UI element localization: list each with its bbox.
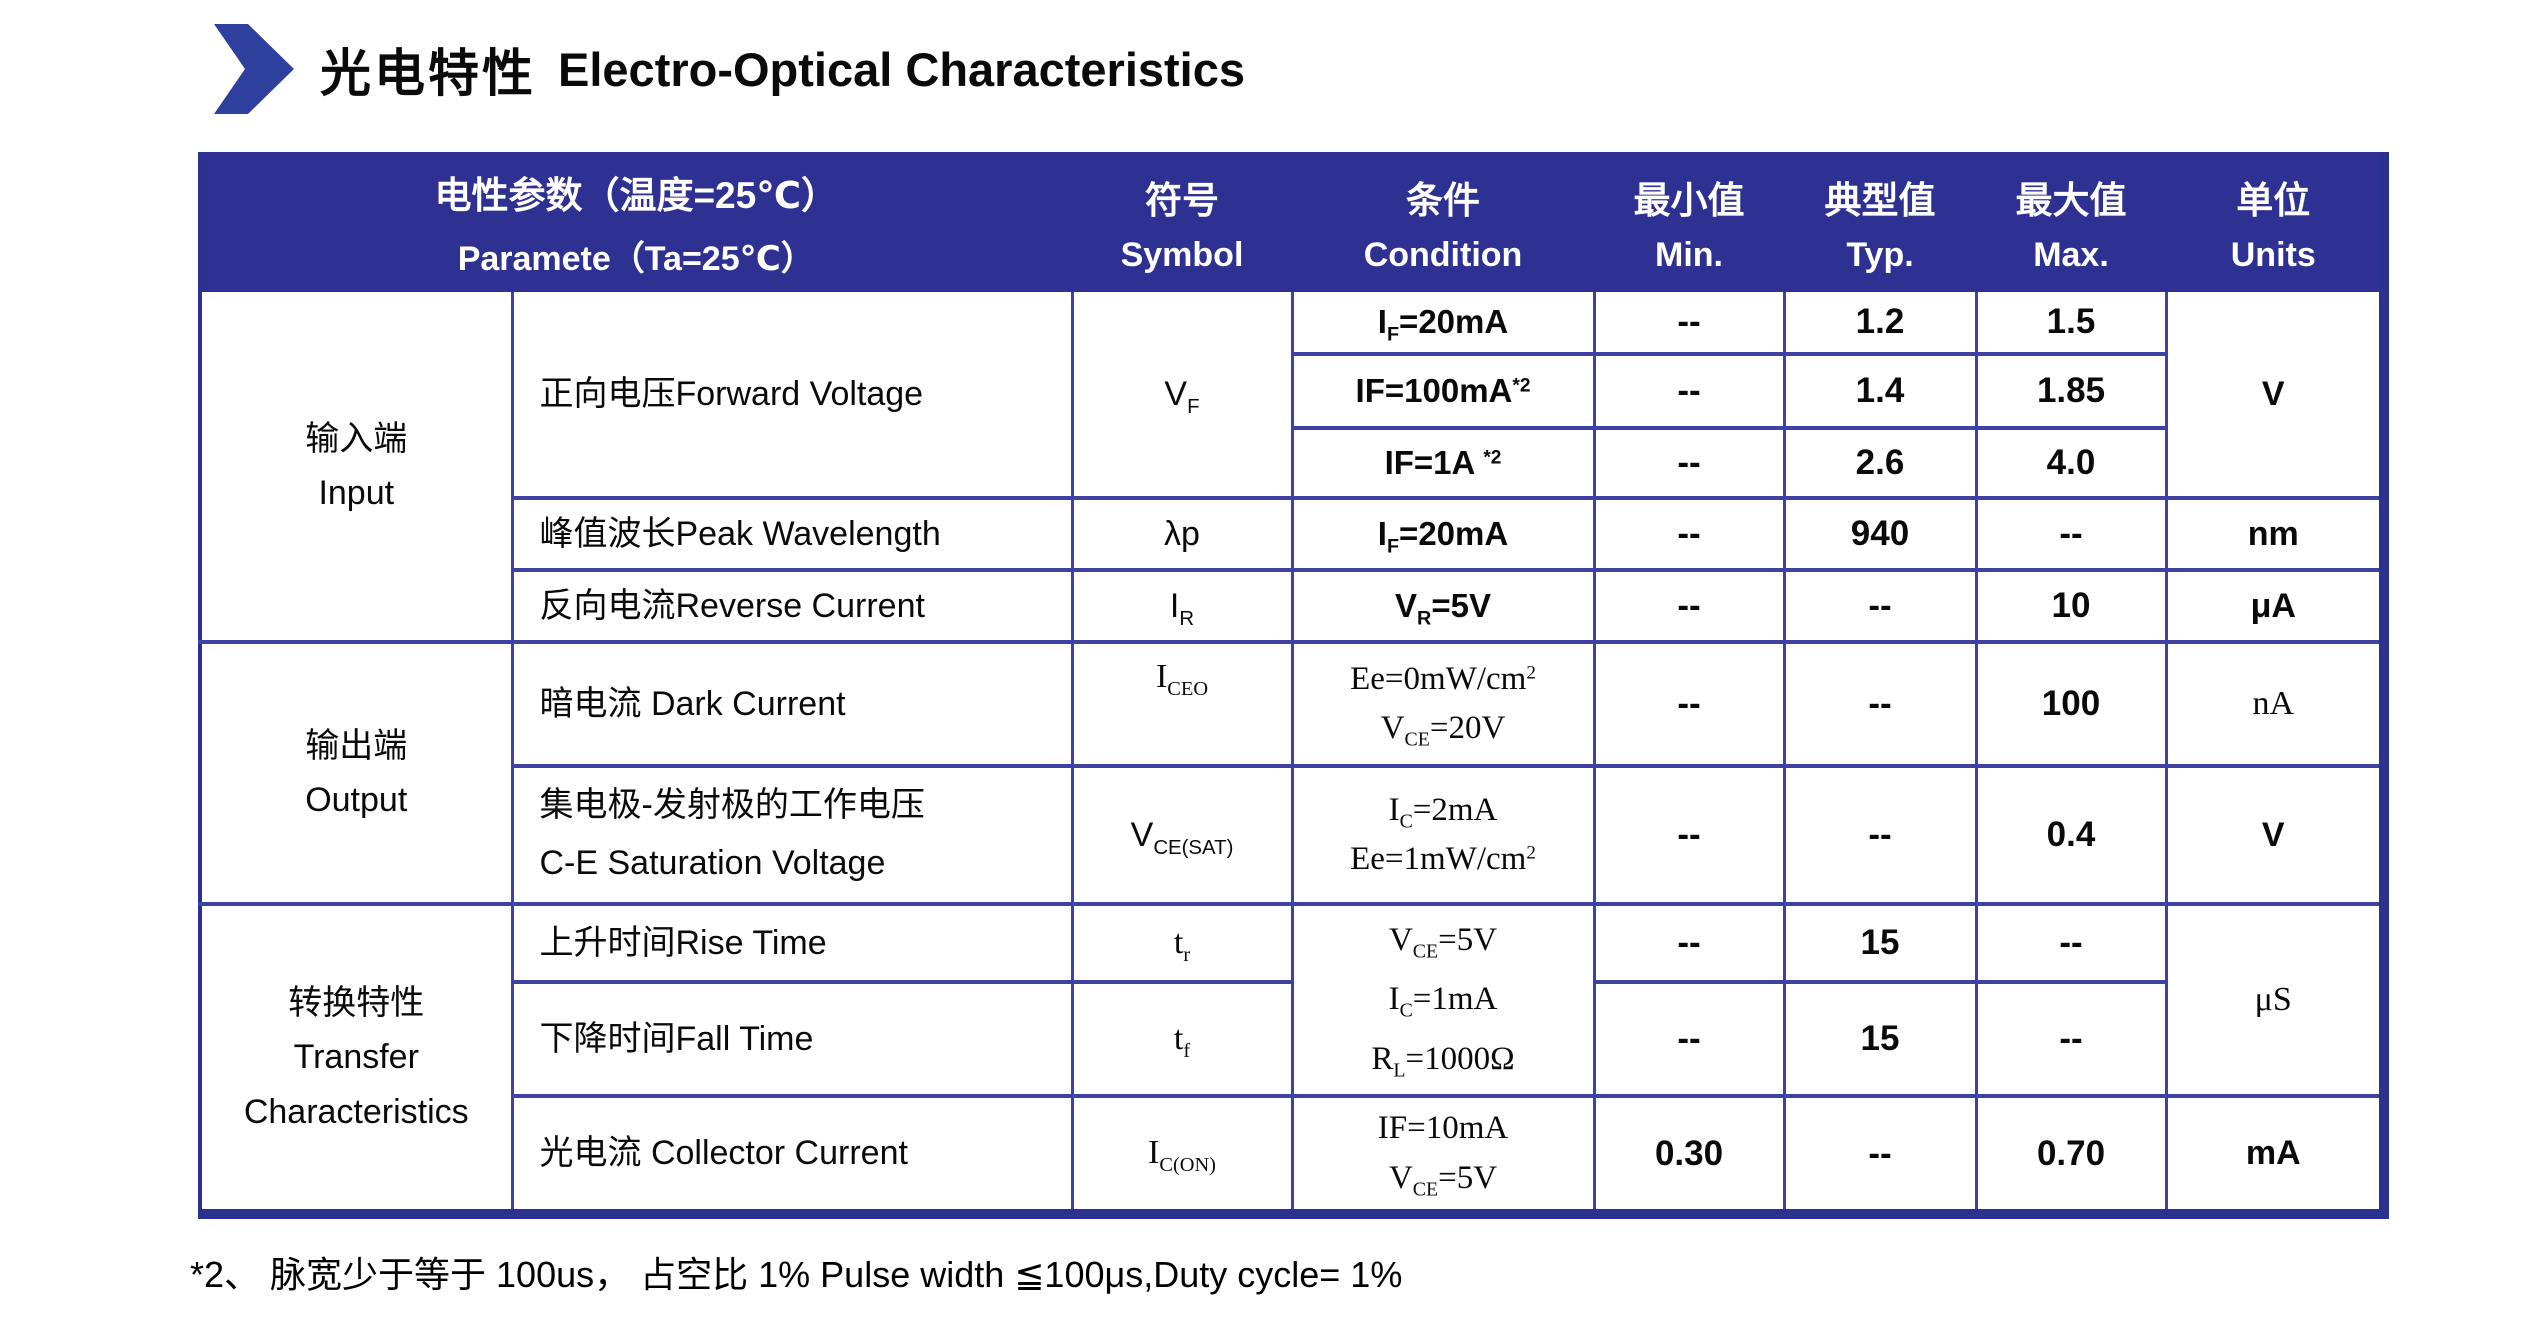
cell-unit: nm xyxy=(2164,496,2386,572)
table-row: 输入端 Input 正向电压Forward Voltage VF IF=20mA … xyxy=(198,288,2386,644)
cell-max: -- xyxy=(1974,496,2168,572)
param-collector-current: 光电流 Collector Current xyxy=(510,1094,1074,1216)
header-parameter-zh: 电性参数（温度=25℃） xyxy=(434,174,839,216)
cell-typ: 15 xyxy=(1782,902,1978,984)
cell-max: 0.70 xyxy=(1974,1094,2168,1216)
cell-max: 0.4 xyxy=(1974,764,2168,906)
cell-condition: IF=100mA*2 xyxy=(1290,352,1596,430)
header-parameter-en: Paramete（Ta=25℃） xyxy=(457,239,815,278)
table-row: IF=100mA*2 -- 1.4 1.85 xyxy=(200,352,2384,430)
symbol-icon: IC(ON) xyxy=(1070,1094,1294,1216)
header-parameter: 电性参数（温度=25℃） Paramete（Ta=25℃） xyxy=(198,152,1074,292)
cell-max: 4.0 xyxy=(1974,426,2168,500)
group-transfer: 转换特性 Transfer Characteristics xyxy=(198,902,514,1216)
table-row: 峰值波长Peak Wavelength λp IF=20mA -- 940 --… xyxy=(200,496,2386,572)
symbol-lambda-p: λp xyxy=(1070,496,1294,572)
cell-unit: μS xyxy=(2164,902,2386,1098)
cell-max: 1.5 xyxy=(1974,288,2168,356)
page-title-zh: 光电特性 xyxy=(320,44,537,104)
group-output: 输出端 Output xyxy=(198,640,514,906)
symbol-vf: VF xyxy=(1070,288,1294,500)
cell-min: -- xyxy=(1592,426,1786,500)
header-min: 最小值 Min. xyxy=(1592,152,1786,292)
cell-condition: Ee=0mW/cm2 VCE=20V xyxy=(1290,640,1596,768)
param-forward-voltage: 正向电压Forward Voltage xyxy=(510,288,1074,500)
header-condition: 条件 Condition xyxy=(1290,152,1596,292)
param-reverse-current: 反向电流Reverse Current xyxy=(510,568,1074,644)
symbol-tr: tr xyxy=(1070,902,1294,984)
table-row: 集电极-发射极的工作电压 C-E Saturation Voltage VCE(S… xyxy=(200,764,2386,906)
table-row: 反向电流Reverse Current IR VR=5V -- -- 10 μA xyxy=(200,568,2386,644)
chevron-icon xyxy=(214,24,294,114)
cell-typ: -- xyxy=(1782,640,1978,768)
cell-min: -- xyxy=(1592,568,1786,644)
table-row: 光电流 Collector Current IC(ON) IF=10mA VCE=… xyxy=(200,1094,2386,1216)
cell-typ: -- xyxy=(1782,568,1978,644)
cell-min: -- xyxy=(1592,496,1786,572)
cell-condition-transfer: VCE=5V IC=1mA RL=1000Ω xyxy=(1290,902,1596,1098)
cell-typ: 1.4 xyxy=(1782,352,1978,430)
table-header-row: 电性参数（温度=25℃） Paramete（Ta=25℃） 符号 Symbol … xyxy=(198,152,2386,292)
cell-unit: nA xyxy=(2164,640,2386,768)
cell-typ: 2.6 xyxy=(1782,426,1978,500)
cell-typ: 940 xyxy=(1782,496,1978,572)
param-rise-time: 上升时间Rise Time xyxy=(510,902,1074,984)
param-ce-saturation-voltage: 集电极-发射极的工作电压 C-E Saturation Voltage xyxy=(510,764,1074,906)
eo-characteristics-table: 电性参数（温度=25℃） Paramete（Ta=25℃） 符号 Symbol … xyxy=(198,152,2389,1219)
symbol-tf: tf xyxy=(1070,980,1294,1098)
cell-unit: μA xyxy=(2164,568,2386,644)
cell-typ: 1.2 xyxy=(1782,288,1978,356)
cell-min: 0.30 xyxy=(1592,1094,1786,1216)
cell-min: -- xyxy=(1592,352,1786,430)
cell-condition: IF=20mA xyxy=(1290,288,1596,356)
cell-min: -- xyxy=(1592,980,1786,1098)
table-row: 下降时间Fall Time tf -- 15 -- xyxy=(200,980,2384,1098)
param-peak-wavelength: 峰值波长Peak Wavelength xyxy=(510,496,1074,572)
cell-min: -- xyxy=(1592,640,1786,768)
symbol-vcesat: VCE(SAT) xyxy=(1070,764,1294,906)
cell-typ: -- xyxy=(1782,1094,1978,1216)
table-row: IF=1A *2 -- 2.6 4.0 xyxy=(200,426,2384,500)
header-units: 单位 Units xyxy=(2164,152,2386,292)
cell-max: -- xyxy=(1974,980,2168,1098)
header-symbol: 符号 Symbol xyxy=(1070,152,1294,292)
cell-max: -- xyxy=(1974,902,2168,984)
cell-condition: VR=5V xyxy=(1290,568,1596,644)
page-title: 光电特性 Electro-Optical Characteristics xyxy=(214,24,1245,114)
symbol-ir: IR xyxy=(1070,568,1294,644)
symbol-iceo: ICEO xyxy=(1070,640,1294,768)
cell-condition: IF=10mA VCE=5V xyxy=(1290,1094,1596,1216)
cell-unit: V xyxy=(2164,288,2386,500)
cell-condition: IF=20mA xyxy=(1290,496,1596,572)
table-row: 输出端 Output 暗电流 Dark Current ICEO Ee=0mW/c… xyxy=(198,640,2386,906)
cell-unit: mA xyxy=(2164,1094,2386,1216)
cell-typ: -- xyxy=(1782,764,1978,906)
cell-min: -- xyxy=(1592,288,1786,356)
cell-condition: IC=2mA Ee=1mW/cm2 xyxy=(1290,764,1596,906)
cell-typ: 15 xyxy=(1782,980,1978,1098)
footnote: *2、 脉宽少于等于 100us， 占空比 1% Pulse width ≦10… xyxy=(190,1254,1403,1295)
header-max: 最大值 Max. xyxy=(1974,152,2168,292)
cell-max: 10 xyxy=(1974,568,2168,644)
group-input: 输入端 Input xyxy=(198,288,514,644)
param-dark-current: 暗电流 Dark Current xyxy=(510,640,1074,768)
header-typ: 典型值 Typ. xyxy=(1782,152,1978,292)
cell-max: 1.85 xyxy=(1974,352,2168,430)
cell-unit: V xyxy=(2164,764,2386,906)
cell-min: -- xyxy=(1592,902,1786,984)
cell-max: 100 xyxy=(1974,640,2168,768)
cell-condition: IF=1A *2 xyxy=(1290,426,1596,500)
table-row: 转换特性 Transfer Characteristics 上升时间Rise Tim… xyxy=(198,902,2386,1216)
cell-min: -- xyxy=(1592,764,1786,906)
param-fall-time: 下降时间Fall Time xyxy=(510,980,1074,1098)
page-title-en: Electro-Optical Characteristics xyxy=(558,42,1246,96)
